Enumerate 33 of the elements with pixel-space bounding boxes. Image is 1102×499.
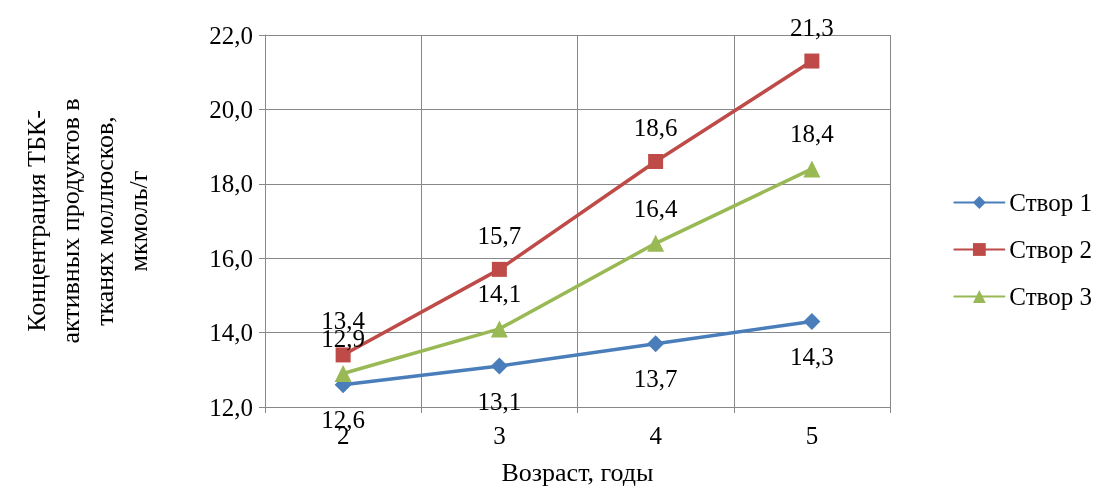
point bbox=[490, 357, 508, 375]
data-label: 14,1 bbox=[477, 280, 522, 308]
legend-label: Створ 1 bbox=[1009, 189, 1092, 216]
y-tick-label: 22,0 bbox=[209, 21, 253, 49]
point bbox=[334, 365, 352, 383]
data-label: 13,1 bbox=[477, 387, 522, 415]
x-tick-label: 3 bbox=[493, 422, 506, 449]
data-label: 18,4 bbox=[790, 120, 835, 148]
y-tick-label: 16,0 bbox=[209, 244, 253, 272]
point bbox=[647, 335, 665, 353]
y-tick-label: 12,0 bbox=[209, 393, 253, 421]
y-axis-title: Концентрация ТБК- активных продуктов в тканях моллюсков, мкмоль/г bbox=[21, 98, 153, 344]
y-tick-label: 20,0 bbox=[209, 95, 253, 123]
y-tick-label: 14,0 bbox=[209, 319, 253, 347]
legend-label: Створ 2 bbox=[1009, 236, 1092, 263]
data-label: 13,7 bbox=[633, 365, 678, 393]
x-axis-title: Возраст, годы bbox=[501, 457, 654, 487]
data-label: 21,3 bbox=[790, 13, 834, 41]
data-label: 15,7 bbox=[477, 221, 522, 249]
point bbox=[804, 53, 820, 69]
x-tick-label: 4 bbox=[649, 422, 663, 449]
data-label: 18,6 bbox=[633, 113, 678, 141]
point bbox=[647, 234, 665, 252]
y-tick-label: 18,0 bbox=[209, 170, 253, 198]
data-label: 16,4 bbox=[633, 194, 678, 222]
legend-label: Створ 3 bbox=[1009, 283, 1092, 310]
point bbox=[648, 153, 664, 169]
point bbox=[803, 160, 821, 178]
point bbox=[491, 261, 507, 277]
point bbox=[803, 312, 821, 330]
data-label: 14,3 bbox=[790, 342, 834, 370]
x-tick-label: 5 bbox=[805, 422, 819, 449]
point bbox=[490, 320, 508, 338]
